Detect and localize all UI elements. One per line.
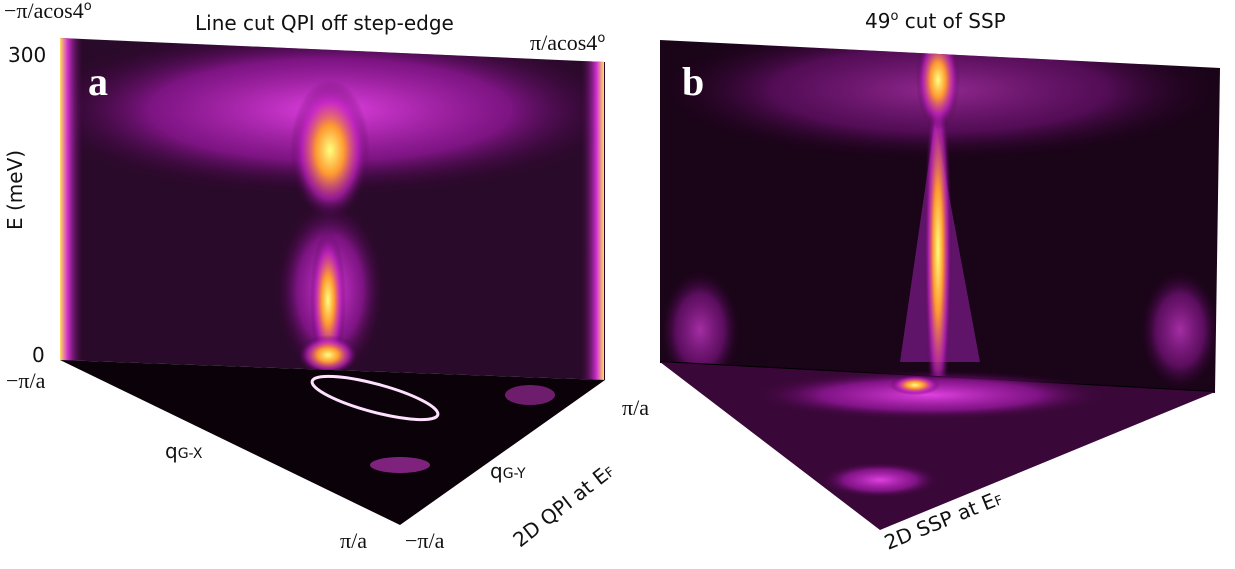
title-sup: o (890, 9, 898, 24)
floor-tick-label: π/a (622, 395, 649, 420)
y-axis-label: E (meV) (3, 150, 27, 230)
top-left-label: −π/acos4o (4, 0, 92, 23)
floor-tick-label: −π/a (405, 528, 445, 553)
floor-axis-label: qG-X (165, 439, 203, 463)
panel-b-title: 49o cut of SSP (865, 9, 1006, 33)
title-text: 49 (865, 9, 890, 33)
qpi-contour (505, 385, 555, 405)
qpi-contour (370, 457, 430, 473)
panel-a-title: Line cut QPI off step-edge (195, 11, 454, 35)
panel-label: a (88, 59, 108, 104)
label-sup: o (84, 0, 92, 14)
axis-text: q (490, 459, 503, 483)
axis-sub: G-X (178, 446, 203, 462)
qpi-floor (60, 360, 605, 525)
figure: −π/acos4o 300 Line cut QPI off step-edge… (0, 0, 1235, 569)
floor-tick-label: −π/a (6, 368, 46, 393)
floor-tick-label: π/a (340, 528, 367, 553)
qpi-cut-image (30, 25, 630, 390)
axis-text: q (165, 439, 178, 463)
label-sup: o (597, 31, 605, 46)
axis-sub: G-Y (503, 466, 526, 482)
y-top-label: 300 (8, 43, 46, 67)
title-text: cut of SSP (898, 9, 1005, 33)
top-right-label: π/acos4o (530, 30, 605, 55)
panel-label: b (682, 59, 704, 104)
ssp-pattern (820, 462, 940, 498)
y-bottom-label: 0 (32, 343, 45, 367)
label-text: −π/acos4 (4, 0, 84, 23)
label-text: π/acos4 (530, 30, 597, 55)
ssp-pattern (890, 375, 940, 395)
floor-axis-label: qG-Y (490, 459, 526, 483)
